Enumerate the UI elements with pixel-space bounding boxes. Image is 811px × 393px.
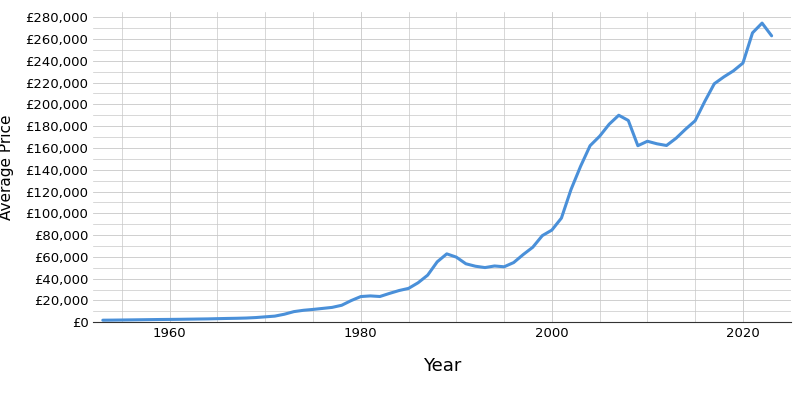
X-axis label: Year: Year [423,357,461,375]
Y-axis label: Average Price: Average Price [0,114,15,220]
